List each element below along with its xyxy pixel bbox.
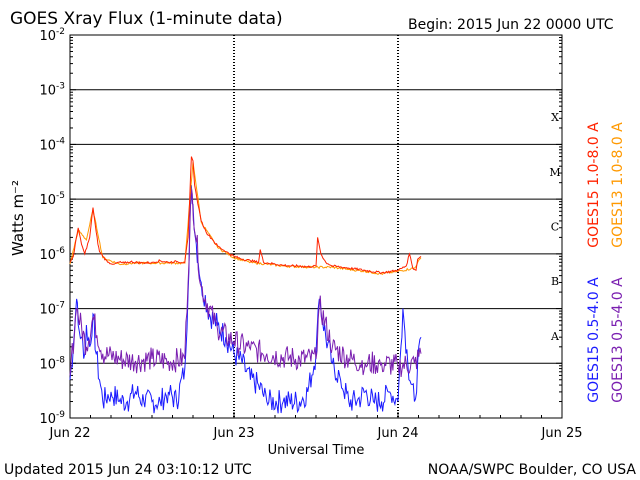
series-line-goes13-1-0-8-0-a <box>69 161 422 276</box>
legend-goes13-0-5-4-0-a: GOES13 0.5-4.0 A <box>610 277 626 403</box>
flare-class-a: A <box>550 330 560 343</box>
legend-goes13-1-0-8-0-a: GOES13 1.0-8.0 A <box>610 122 626 248</box>
x-tick-label-3: Jun 25 <box>541 426 583 441</box>
y-tick-label-7: 10-9 <box>39 410 65 427</box>
flare-class-b: B <box>551 275 559 288</box>
y-tick-label-4: 10-6 <box>39 246 65 263</box>
flare-class-m: M <box>549 166 560 179</box>
y-tick-label-6: 10-8 <box>39 355 65 372</box>
series-line-goes15-0-5-4-0-a <box>69 185 422 414</box>
y-tick-label-2: 10-4 <box>39 136 65 153</box>
chart-title: GOES Xray Flux (1-minute data) <box>10 9 283 29</box>
x-tick-label-0: Jun 22 <box>49 426 91 441</box>
x-tick-label-2: Jun 24 <box>377 426 419 441</box>
series-line-goes15-1-0-8-0-a <box>69 156 422 275</box>
series-line-goes13-0-5-4-0-a <box>69 187 422 378</box>
credit-label: NOAA/SWPC Boulder, CO USA <box>428 462 637 478</box>
y-tick-label-1: 10-3 <box>39 82 65 99</box>
flux-series <box>69 156 422 414</box>
y-tick-label-3: 10-5 <box>39 191 65 208</box>
y-axis-label: Watts m⁻² <box>9 180 27 256</box>
x-tick-label-1: Jun 23 <box>213 426 255 441</box>
x-axis-ticks: Jun 22 Jun 23 Jun 24 Jun 25 <box>49 412 583 441</box>
begin-label: Begin: 2015 Jun 22 0000 UTC <box>408 17 614 33</box>
legend-goes15-0-5-4-0-a: GOES15 0.5-4.0 A <box>586 277 602 403</box>
legend-goes15-1-0-8-0-a: GOES15 1.0-8.0 A <box>586 122 602 248</box>
decade-gridlines <box>70 89 562 364</box>
y-tick-label-5: 10-7 <box>39 301 65 318</box>
day-divider-lines <box>233 35 399 418</box>
flare-class-x: X <box>551 111 559 124</box>
y-tick-label-0: 10-2 <box>39 27 65 44</box>
flare-class-labels: X M C B A <box>549 111 560 343</box>
updated-label: Updated 2015 Jun 24 03:10:12 UTC <box>4 462 252 478</box>
y-axis-ticks: 10-2 10-3 10-4 10-5 10-6 10-7 10-8 10-9 <box>39 27 562 427</box>
x-axis-label: Universal Time <box>268 443 365 458</box>
flare-class-c: C <box>551 221 559 234</box>
legend: GOES15 1.0-8.0 A GOES13 1.0-8.0 A GOES15 0… <box>586 122 626 403</box>
